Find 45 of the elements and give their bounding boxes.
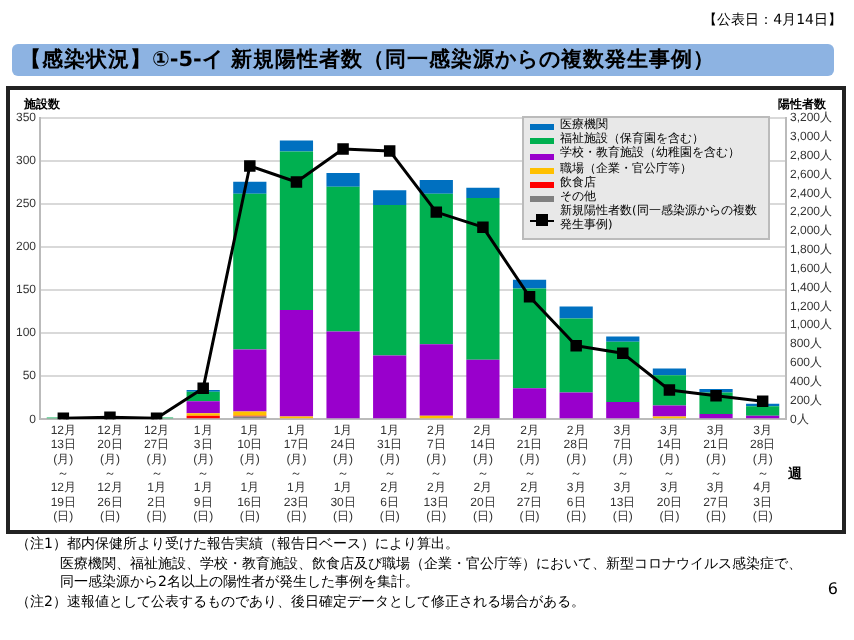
text: 6 — [827, 580, 838, 598]
bar — [419, 193, 453, 345]
bar — [279, 151, 314, 310]
point — [756, 395, 769, 408]
point — [523, 291, 536, 303]
bar — [419, 179, 453, 194]
bar — [652, 405, 687, 417]
bar — [373, 355, 407, 419]
bar — [606, 401, 640, 419]
bar — [373, 204, 407, 356]
bar — [186, 401, 220, 414]
point — [244, 160, 256, 172]
bar — [559, 318, 593, 393]
bar — [419, 344, 453, 416]
bar — [233, 349, 267, 412]
point — [197, 382, 209, 394]
bar — [233, 193, 267, 350]
bar — [559, 306, 593, 319]
bar — [279, 309, 314, 417]
bar — [512, 288, 547, 389]
bar — [373, 190, 407, 205]
point — [477, 221, 489, 233]
point — [337, 143, 349, 155]
bar — [326, 331, 360, 419]
bar — [466, 359, 500, 419]
bar — [746, 406, 780, 416]
bar — [652, 368, 687, 376]
point — [617, 347, 629, 360]
bar — [466, 187, 500, 199]
bar — [326, 186, 360, 332]
point — [570, 340, 582, 352]
point — [383, 145, 396, 157]
bar — [606, 341, 640, 402]
point — [430, 206, 443, 218]
bar — [559, 392, 593, 419]
point — [290, 176, 303, 188]
bar — [233, 181, 267, 194]
bar — [512, 388, 547, 419]
bar — [606, 336, 640, 342]
point — [104, 411, 116, 420]
point — [710, 389, 722, 402]
chart-title: 【感染状況】①-5-イ 新規陽性者数（同一感染源からの複数発生事例） — [12, 44, 834, 76]
bar — [466, 198, 500, 360]
bar — [326, 173, 360, 187]
bar — [279, 140, 314, 152]
